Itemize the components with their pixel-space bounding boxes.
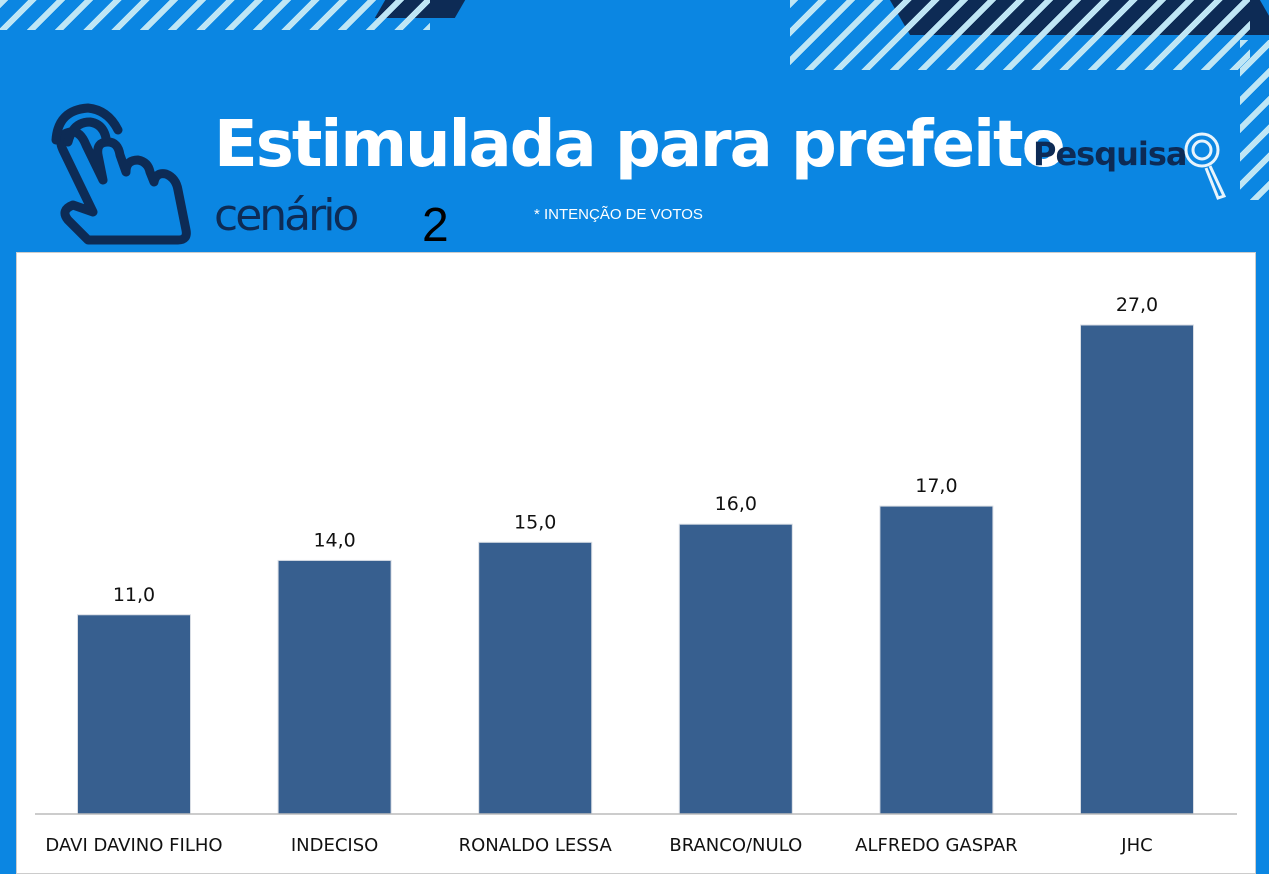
brand-logo: Pesquisa: [1033, 135, 1187, 173]
x-tick-label: DAVI DAVINO FILHO: [45, 835, 222, 856]
x-tick-label: INDECISO: [291, 835, 378, 856]
decor-stripes-left: [0, 0, 430, 30]
data-label: 11,0: [113, 584, 155, 606]
data-label: 17,0: [915, 475, 957, 497]
x-tick-label: ALFREDO GASPAR: [855, 835, 1018, 856]
x-tick-label: RONALDO LESSA: [459, 835, 613, 856]
data-label: 27,0: [1116, 294, 1158, 316]
decor-stripes-edge: [1240, 40, 1269, 200]
note: * INTENÇÃO DE VOTOS: [534, 206, 703, 223]
subtitle: cenário: [214, 190, 359, 241]
decor-stripes-right: [790, 0, 1250, 70]
page-title: Estimulada para prefeito: [214, 108, 1066, 182]
scenario-number: 2: [422, 199, 449, 252]
data-label: 14,0: [313, 529, 355, 551]
bar: [678, 523, 793, 815]
data-label: 15,0: [514, 511, 556, 533]
hand-pointer-icon: [51, 103, 191, 245]
bar: [277, 559, 392, 815]
x-tick-label: BRANCO/NULO: [669, 835, 802, 856]
bar: [1080, 324, 1194, 815]
bar: [478, 541, 593, 815]
magnifier-icon: [1184, 132, 1227, 200]
chart-panel: [16, 252, 1256, 874]
bar: [879, 505, 994, 815]
data-label: 16,0: [715, 493, 757, 515]
x-tick-label: JHC: [1120, 835, 1152, 856]
bar: [77, 614, 191, 815]
